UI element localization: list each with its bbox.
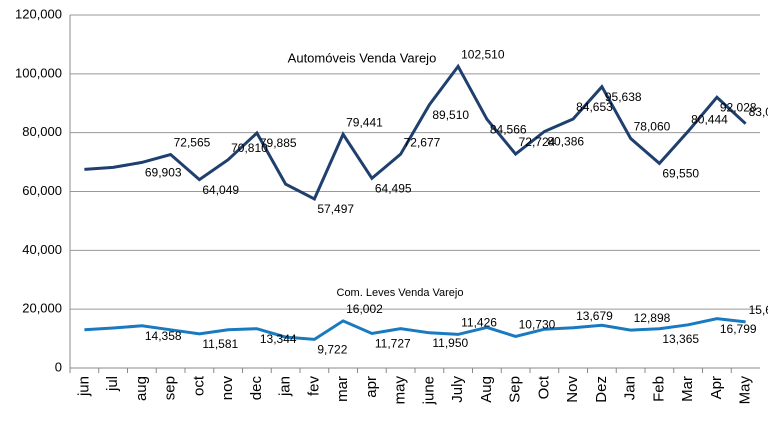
data-label: 79,441	[346, 115, 383, 129]
data-label: 16,002	[346, 302, 383, 316]
series-line	[84, 317, 746, 341]
data-label: 95,638	[605, 90, 642, 104]
data-label: 16,799	[720, 322, 757, 336]
data-label: 89,510	[432, 108, 469, 122]
x-tick-label: fev	[305, 376, 322, 397]
data-label: 14,358	[145, 329, 182, 343]
x-tick-label: Dez	[593, 376, 610, 403]
data-label: 64,495	[375, 181, 412, 195]
data-label: 72,677	[404, 135, 441, 149]
data-label: 10,730	[519, 318, 556, 332]
x-tick-label: may	[392, 376, 409, 405]
x-tick-label: Oct	[535, 375, 552, 399]
x-tick-label: sep	[162, 376, 179, 400]
data-label: 79,885	[260, 136, 297, 150]
x-tick-label: July	[449, 376, 466, 403]
x-tick-label: apr	[363, 376, 380, 398]
data-label: 80,386	[547, 135, 584, 149]
x-tick-label: dec	[248, 376, 265, 401]
x-tick-label: oct	[190, 375, 207, 396]
x-tick-label: jun	[75, 376, 92, 397]
data-label: 13,344	[260, 332, 297, 346]
x-tick-label: nov	[219, 376, 236, 401]
x-tick-label: Aug	[478, 376, 495, 403]
x-tick-label: jan	[277, 376, 294, 397]
y-tick-label: 60,000	[22, 183, 62, 198]
x-tick-label: Mar	[679, 376, 696, 402]
data-label: 12,898	[634, 311, 671, 325]
data-label: 83,060	[749, 105, 768, 119]
x-tick-label: mar	[334, 376, 351, 402]
data-label: 11,727	[375, 337, 411, 351]
y-tick-label: 40,000	[22, 242, 62, 257]
data-label: 11,950	[432, 336, 468, 350]
series-line	[84, 63, 747, 201]
data-label: 78,060	[634, 120, 671, 134]
x-tick-label: Feb	[650, 376, 667, 402]
x-tick-label: Sep	[507, 376, 524, 403]
data-label: 102,510	[461, 48, 505, 62]
data-label: 64,049	[202, 183, 239, 197]
data-label: 84,653	[576, 100, 613, 114]
x-tick-label: june	[420, 376, 437, 405]
data-label: 70,810	[231, 141, 268, 155]
data-label: 80,444	[691, 113, 728, 127]
x-tick-label: Nov	[564, 376, 581, 403]
data-label: 69,903	[145, 166, 182, 180]
data-label: 11,426	[461, 316, 497, 330]
data-label: 13,365	[662, 332, 699, 346]
data-label: 72,565	[174, 136, 211, 150]
x-tick-label: Apr	[708, 376, 725, 399]
data-label: 92,028	[720, 100, 757, 114]
data-label: 9,722	[317, 343, 347, 357]
data-label: 11,581	[202, 337, 238, 351]
x-tick-label: May	[737, 376, 754, 405]
x-tick-label: aug	[133, 376, 150, 401]
data-label: 69,550	[662, 167, 699, 181]
y-tick-label: 100,000	[15, 65, 62, 80]
data-label: 15,663	[749, 303, 768, 317]
data-label: 72,724	[519, 135, 556, 149]
x-tick-label: jul	[104, 376, 121, 392]
y-tick-label: 80,000	[22, 124, 62, 139]
series-annotation: Com. Leves Venda Varejo	[337, 287, 464, 299]
data-label: 57,497	[317, 202, 354, 216]
data-label: 84,566	[490, 122, 527, 136]
series-annotation: Automóveis Venda Varejo	[288, 50, 437, 65]
y-tick-label: 0	[55, 359, 62, 374]
y-tick-label: 20,000	[22, 301, 62, 316]
x-tick-label: Jan	[622, 376, 639, 400]
data-label: 13,679	[576, 309, 613, 323]
y-tick-label: 120,000	[15, 6, 62, 21]
